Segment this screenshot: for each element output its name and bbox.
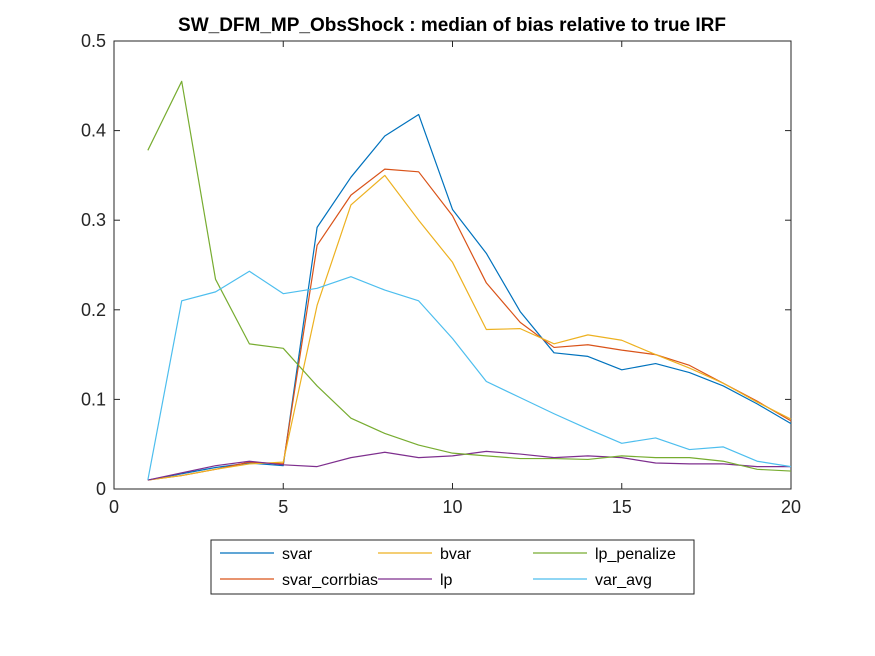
legend: svar bvar lp_penalize svar_corrbias lp var_av… bbox=[210, 539, 695, 595]
legend-label-lp-penalize: lp_penalize bbox=[595, 546, 676, 563]
legend-label-bvar: bvar bbox=[440, 546, 472, 563]
legend-label-svar: svar bbox=[282, 546, 313, 563]
y-tick-label: 0.5 bbox=[81, 31, 106, 51]
chart-title: SW_DFM_MP_ObsShock : median of bias rela… bbox=[178, 15, 726, 36]
series-line-var-avg bbox=[147, 270, 792, 481]
x-tick-label: 15 bbox=[612, 497, 632, 517]
y-tick-label: 0.2 bbox=[81, 300, 106, 320]
x-tick-label: 5 bbox=[278, 497, 288, 517]
y-tick-label: 0.3 bbox=[81, 210, 106, 230]
x-tick-label: 20 bbox=[781, 497, 801, 517]
series-line-lp-penalize bbox=[147, 80, 792, 472]
y-tick-label: 0.4 bbox=[81, 121, 106, 141]
x-tick-label: 0 bbox=[109, 497, 119, 517]
legend-label-var-avg: var_avg bbox=[595, 572, 652, 589]
legend-label-svar-corrbias: svar_corrbias bbox=[282, 572, 378, 589]
series-line-bvar bbox=[147, 174, 792, 481]
legend-label-lp: lp bbox=[440, 572, 453, 589]
plot-area: 0 5 10 15 20 0 0.1 0.2 0.3 0.4 0.5 bbox=[81, 31, 801, 517]
y-tick-label: 0 bbox=[96, 479, 106, 499]
x-tick-label: 10 bbox=[442, 497, 462, 517]
legend-box bbox=[210, 539, 695, 595]
series-line-lp bbox=[147, 450, 791, 481]
y-tick-label: 0.1 bbox=[81, 389, 106, 409]
